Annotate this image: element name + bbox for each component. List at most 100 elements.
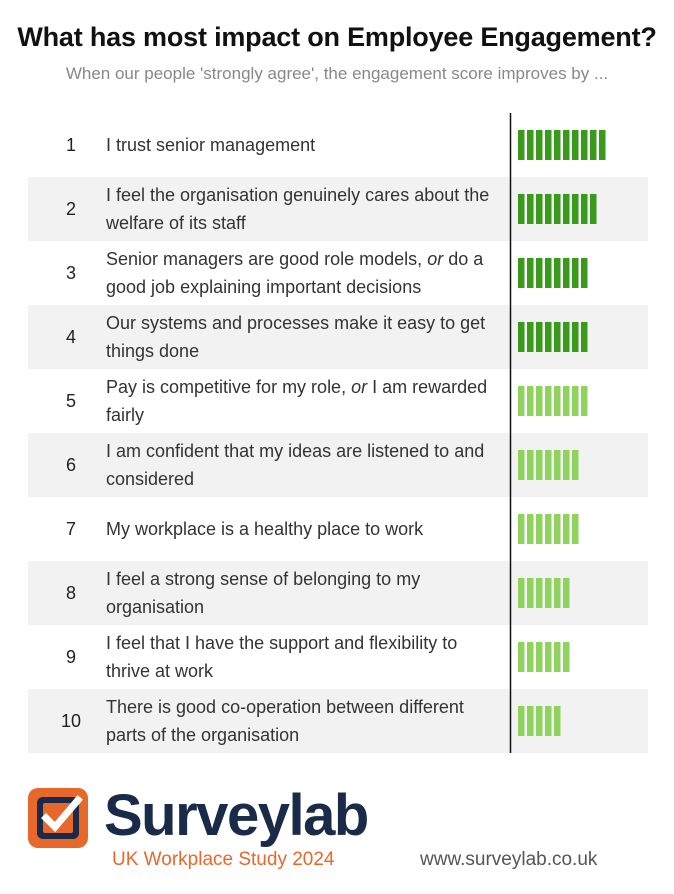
impact-bar-segment — [581, 130, 588, 160]
website-link[interactable]: www.surveylab.co.uk — [420, 849, 598, 870]
statement-text: Senior managers are good role models, or… — [106, 249, 484, 297]
statement-text: I am confident that my ideas are listene… — [106, 441, 485, 489]
impact-bar-segment — [554, 578, 561, 608]
impact-bar-segment — [563, 258, 570, 288]
impact-bar-segment — [518, 386, 525, 416]
study-label: UK Workplace Study 2024 — [112, 849, 335, 870]
impact-bar-segment — [545, 386, 552, 416]
impact-bar-segment — [518, 706, 525, 736]
impact-bar-segment — [545, 706, 552, 736]
statement-text: I feel the organisation genuinely cares … — [106, 185, 490, 233]
impact-bar-segment — [563, 450, 570, 480]
statement-text: Pay is competitive for my role, or I am … — [106, 377, 488, 425]
rank-number: 6 — [66, 455, 76, 475]
ranking-chart: 1 2 3 4 5 6 7 8 9 10 — [28, 113, 648, 753]
impact-bar-segment — [518, 450, 525, 480]
row-band — [28, 689, 648, 753]
impact-bar-segment — [563, 642, 570, 672]
impact-bar-segment — [554, 386, 561, 416]
impact-bar-segment — [581, 258, 588, 288]
row-band — [28, 177, 648, 241]
impact-bar-segment — [527, 642, 534, 672]
impact-bar-segment — [563, 130, 570, 160]
impact-bar-segment — [572, 194, 579, 224]
impact-bar-segment — [545, 322, 552, 352]
impact-bar-segment — [563, 322, 570, 352]
impact-bar-segment — [518, 194, 525, 224]
impact-bar-segment — [563, 386, 570, 416]
impact-bar-segment — [563, 514, 570, 544]
rank-number: 2 — [66, 199, 76, 219]
impact-bar-segment — [545, 450, 552, 480]
impact-bar-segment — [554, 322, 561, 352]
impact-bar-segment — [581, 194, 588, 224]
impact-bar-segment — [563, 578, 570, 608]
impact-bar-segment — [554, 450, 561, 480]
chart-title: What has most impact on Employee Engagem… — [17, 22, 657, 52]
impact-bar-segment — [554, 194, 561, 224]
impact-bar-segment — [536, 450, 543, 480]
impact-bar-segment — [554, 706, 561, 736]
impact-bar-segment — [527, 258, 534, 288]
row-band — [28, 305, 648, 369]
statement-text: My workplace is a healthy place to work — [106, 519, 424, 539]
impact-bar-segment — [554, 642, 561, 672]
statement-text: I trust senior management — [106, 135, 316, 155]
impact-bar-segment — [554, 258, 561, 288]
impact-bar-segment — [536, 578, 543, 608]
impact-bar-segment — [536, 386, 543, 416]
statement-text: I feel a strong sense of belonging to my… — [106, 569, 421, 617]
rank-number: 8 — [66, 583, 76, 603]
impact-bar-segment — [527, 450, 534, 480]
impact-bar-segment — [527, 322, 534, 352]
impact-bar-segment — [545, 514, 552, 544]
impact-bar-segment — [518, 258, 525, 288]
rank-number: 5 — [66, 391, 76, 411]
statement-text: There is good co-operation between diffe… — [106, 697, 464, 745]
impact-bar-segment — [527, 194, 534, 224]
impact-bar-segment — [599, 130, 606, 160]
impact-bar-segment — [545, 258, 552, 288]
rank-number: 7 — [66, 519, 76, 539]
impact-bar-segment — [545, 194, 552, 224]
impact-bar-segment — [527, 386, 534, 416]
impact-bar-segment — [536, 642, 543, 672]
row-band — [28, 561, 648, 625]
statement-text: Our systems and processes make it easy t… — [106, 313, 486, 361]
impact-bar-segment — [518, 322, 525, 352]
impact-bar-segment — [536, 706, 543, 736]
impact-bar-segment — [536, 322, 543, 352]
impact-bar-segment — [590, 130, 597, 160]
rank-number: 9 — [66, 647, 76, 667]
row-band — [28, 433, 648, 497]
impact-bar-segment — [527, 514, 534, 544]
rank-number: 4 — [66, 327, 76, 347]
impact-bar-segment — [581, 386, 588, 416]
impact-bar-segment — [572, 322, 579, 352]
impact-bar-segment — [536, 258, 543, 288]
impact-bar-segment — [572, 450, 579, 480]
impact-bar-segment — [590, 194, 597, 224]
chart-subtitle: When our people 'strongly agree', the en… — [65, 64, 609, 83]
checkbox-check-icon — [28, 788, 88, 848]
impact-bar-segment — [554, 514, 561, 544]
impact-bar-segment — [563, 194, 570, 224]
impact-bar-segment — [545, 642, 552, 672]
impact-bar-segment — [527, 578, 534, 608]
rank-number: 10 — [61, 711, 81, 731]
rank-number: 1 — [66, 135, 76, 155]
impact-bar-segment — [518, 578, 525, 608]
impact-bar-segment — [572, 386, 579, 416]
impact-bar-segment — [536, 130, 543, 160]
impact-bar-segment — [545, 578, 552, 608]
impact-bar-segment — [572, 130, 579, 160]
impact-bar-segment — [572, 258, 579, 288]
statement-text: I feel that I have the support and flexi… — [106, 633, 458, 681]
rank-number: 3 — [66, 263, 76, 283]
impact-bar-segment — [518, 130, 525, 160]
impact-bar-segment — [545, 130, 552, 160]
impact-bar-segment — [518, 642, 525, 672]
impact-bar-segment — [581, 322, 588, 352]
impact-bar-segment — [536, 514, 543, 544]
brand-wordmark: Surveylab — [104, 783, 369, 848]
